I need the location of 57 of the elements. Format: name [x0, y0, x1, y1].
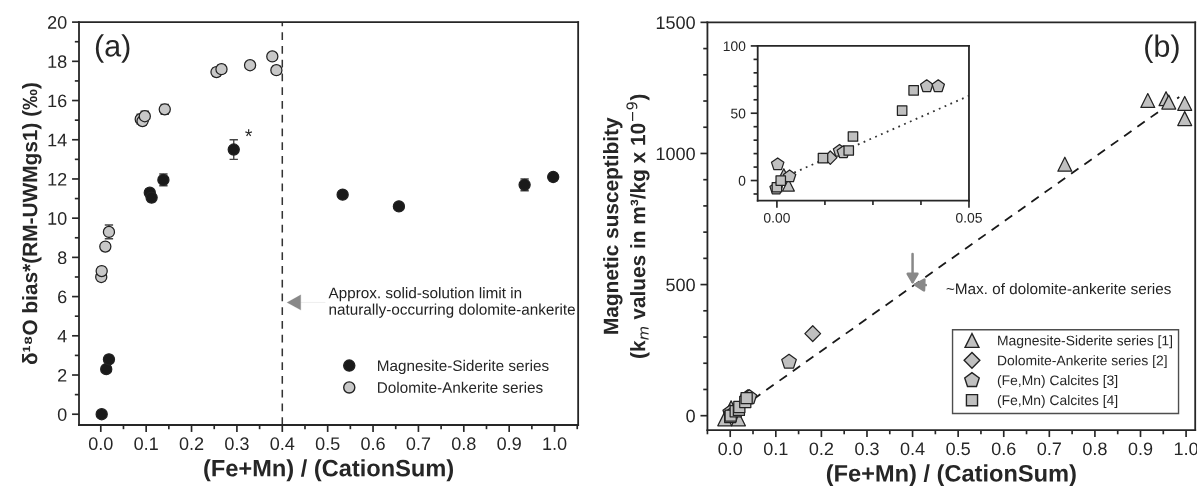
- x-tick-label: 0.3: [225, 437, 249, 451]
- y-tick-label: 50: [731, 108, 746, 119]
- y-tick-label: 12: [48, 172, 67, 186]
- legend-label: Dolomite-Ankerite series: [378, 381, 543, 393]
- y-tick-label: 14: [48, 133, 67, 147]
- y-tick-label: 10: [48, 212, 67, 225]
- y-axis-title: Magnetic susceptibity (k$_{m}$ values in m³/kg x 10$^{−9}$): [603, 94, 650, 358]
- x-tick-label: 1.0: [543, 437, 567, 451]
- x-axis-title: (Fe+Mn) / (CationSum): [826, 464, 1076, 486]
- x-tick-label: 0.4: [270, 437, 295, 451]
- y-tick-label: 6: [58, 290, 67, 304]
- y-tick-label: 0: [738, 175, 746, 186]
- annotation: ~Max. of dolomite-ankerite series: [946, 283, 1171, 295]
- annotation: (b): [1145, 34, 1179, 64]
- annotation: Approx. solid-solution limit in naturally-occurring dolomite-ankerite: [328, 287, 575, 318]
- x-tick-label: 0.9: [497, 437, 521, 451]
- y-tick-label: 1000: [656, 147, 695, 161]
- y-tick-label: 4: [57, 329, 67, 343]
- legend-label: (Fe,Mn) Calcites [4]: [997, 394, 1118, 408]
- x-tick-label: 0.1: [763, 442, 788, 456]
- x-tick-label: 0.6: [361, 437, 385, 451]
- x-tick-label: 0.7: [1037, 442, 1061, 456]
- x-tick-label: 0.00: [763, 212, 790, 223]
- x-tick-label: 0.2: [179, 437, 204, 451]
- y-tick-label: 0: [57, 408, 67, 421]
- x-tick-label: 0.2: [809, 442, 834, 456]
- y-tick-label: 8: [57, 251, 67, 265]
- y-tick-label: 16: [48, 94, 67, 108]
- legend-label: Magnesite-Siderite series: [378, 359, 549, 375]
- annotation: *: [245, 129, 253, 137]
- x-tick-label: 0.8: [1083, 442, 1107, 456]
- x-tick-label: 0.6: [991, 442, 1016, 456]
- annotation: (a): [95, 34, 130, 63]
- y-tick-label: 20: [48, 16, 67, 29]
- legend-label: Dolomite-Ankerite series [2]: [998, 355, 1167, 369]
- x-tick-label: 0.5: [315, 437, 340, 451]
- x-tick-label: 0.9: [1128, 442, 1153, 456]
- x-tick-label: 0.0: [88, 437, 113, 451]
- x-tick-label: 0.4: [900, 442, 925, 456]
- y-tick-label: 2: [58, 368, 67, 382]
- x-tick-label: 0.1: [134, 437, 158, 451]
- x-tick-label: 0.7: [406, 437, 431, 451]
- x-tick-label: 0.0: [718, 442, 743, 456]
- y-tick-label: 500: [666, 278, 695, 292]
- y-axis-title: δ¹⁸O bias*(RM-UWMgs1) (‰): [22, 83, 42, 365]
- x-axis-title: (Fe+Mn) / (CationSum): [204, 459, 453, 482]
- legend-label: Magnesite-Siderite series [1]: [998, 335, 1172, 349]
- y-tick-label: 18: [48, 55, 67, 69]
- y-tick-label: 0: [686, 409, 695, 423]
- legend-label: (Fe,Mn) Calcites [3]: [997, 375, 1118, 388]
- y-tick-label: 1500: [656, 16, 695, 30]
- x-tick-label: 0.3: [855, 442, 879, 456]
- y-tick-label: 100: [723, 41, 746, 52]
- x-tick-label: 0.5: [946, 442, 970, 456]
- x-tick-label: 1.0: [1174, 442, 1197, 456]
- x-tick-label: 0.05: [956, 212, 982, 223]
- x-tick-label: 0.8: [451, 437, 476, 451]
